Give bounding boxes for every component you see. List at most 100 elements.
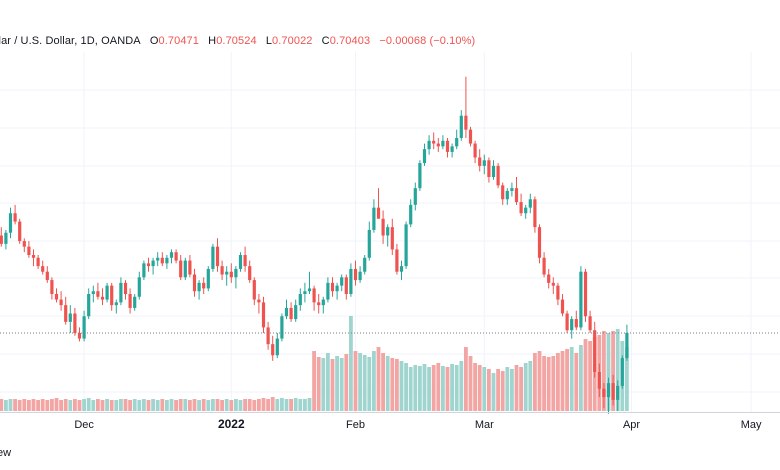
- volume-bar: [574, 353, 579, 411]
- volume-bar: [206, 400, 211, 411]
- volume-bar: [68, 400, 73, 411]
- candle-body: [41, 266, 45, 272]
- candle-body: [45, 271, 49, 281]
- candle: [197, 280, 201, 300]
- candle: [340, 274, 344, 292]
- candle: [100, 288, 105, 306]
- time-axis-label: Feb: [346, 419, 365, 431]
- candle: [238, 252, 243, 272]
- candle-body: [22, 241, 26, 247]
- volume-bar: [183, 399, 188, 411]
- volume-bar: [96, 399, 100, 411]
- candle: [510, 182, 514, 197]
- candle-body: [542, 257, 546, 275]
- candle-body: [197, 282, 201, 292]
- volume-bar: [59, 400, 63, 411]
- candle: [0, 227, 3, 247]
- time-axis-label: May: [741, 419, 762, 431]
- candle: [478, 149, 482, 172]
- candle: [114, 299, 118, 314]
- candle-body: [142, 263, 146, 278]
- volume-bar: [349, 316, 353, 411]
- candle: [459, 110, 463, 141]
- volume-bar: [381, 353, 385, 411]
- volume-bar: [160, 399, 165, 411]
- volume-bar: [293, 398, 298, 411]
- candle: [68, 305, 72, 333]
- candle-body: [409, 204, 413, 225]
- candle-body: [487, 160, 491, 177]
- candle-body: [335, 285, 339, 292]
- candle: [202, 277, 206, 294]
- volume-bar: [280, 398, 284, 411]
- candle: [225, 266, 229, 286]
- time-axis-label: Mar: [475, 419, 494, 431]
- volume-bar: [109, 400, 114, 411]
- candle-body: [565, 313, 569, 331]
- candle-body: [248, 266, 252, 281]
- volume-bar: [73, 399, 77, 411]
- high-label: H: [208, 35, 217, 47]
- candle: [381, 210, 385, 244]
- volume-bar: [436, 363, 441, 411]
- candle: [64, 296, 68, 325]
- volume-bar: [537, 351, 542, 411]
- candle-body: [215, 246, 220, 267]
- candle: [91, 285, 95, 303]
- candle: [335, 282, 339, 300]
- candle-body: [547, 274, 551, 283]
- candle: [363, 255, 367, 275]
- volume-bar: [13, 399, 17, 411]
- candle-body: [427, 140, 431, 150]
- volume-bar: [385, 356, 390, 411]
- candle-body: [188, 260, 192, 275]
- candle-body: [381, 218, 385, 236]
- volume-bar: [330, 359, 335, 411]
- volume-bar: [132, 399, 137, 411]
- candle-body: [192, 274, 197, 292]
- volume-bar: [500, 371, 505, 411]
- candle: [418, 160, 422, 191]
- candle: [432, 132, 436, 150]
- volume-bar: [27, 400, 31, 411]
- candle-body: [160, 257, 164, 264]
- candle-body: [202, 282, 206, 289]
- candle-body: [183, 260, 187, 278]
- volume-bar: [178, 399, 183, 411]
- candle: [501, 182, 505, 205]
- candle-body: [376, 207, 381, 219]
- candle-body: [4, 232, 8, 244]
- candle-body: [50, 280, 54, 294]
- candle: [307, 271, 312, 294]
- candle: [344, 274, 348, 300]
- candle-body: [211, 246, 215, 269]
- candle-body: [399, 266, 404, 272]
- candle-body: [413, 188, 417, 205]
- volume-bar: [307, 398, 312, 411]
- volume-bar: [261, 398, 266, 411]
- candle: [179, 255, 183, 281]
- candle-body: [330, 282, 335, 292]
- candle: [491, 160, 496, 180]
- time-axis: Dec 2022 Feb Mar Apr May: [74, 417, 762, 431]
- candle: [165, 255, 169, 269]
- candle: [616, 380, 620, 411]
- volume-bar: [123, 399, 128, 411]
- candle-body: [510, 188, 514, 191]
- candle-body: [317, 302, 321, 306]
- volume-bar: [114, 400, 119, 411]
- candle-body: [321, 299, 325, 306]
- volume-bar: [100, 400, 105, 411]
- candle-body: [133, 296, 137, 308]
- volume-bar: [252, 400, 257, 411]
- candle-body: [174, 252, 178, 261]
- volume-bar: [477, 365, 482, 411]
- volume-bar: [611, 331, 615, 411]
- volume-bar: [464, 347, 468, 411]
- candle: [386, 224, 390, 247]
- volume-bar: [4, 400, 8, 411]
- candle-body: [156, 257, 160, 261]
- candle: [82, 310, 86, 342]
